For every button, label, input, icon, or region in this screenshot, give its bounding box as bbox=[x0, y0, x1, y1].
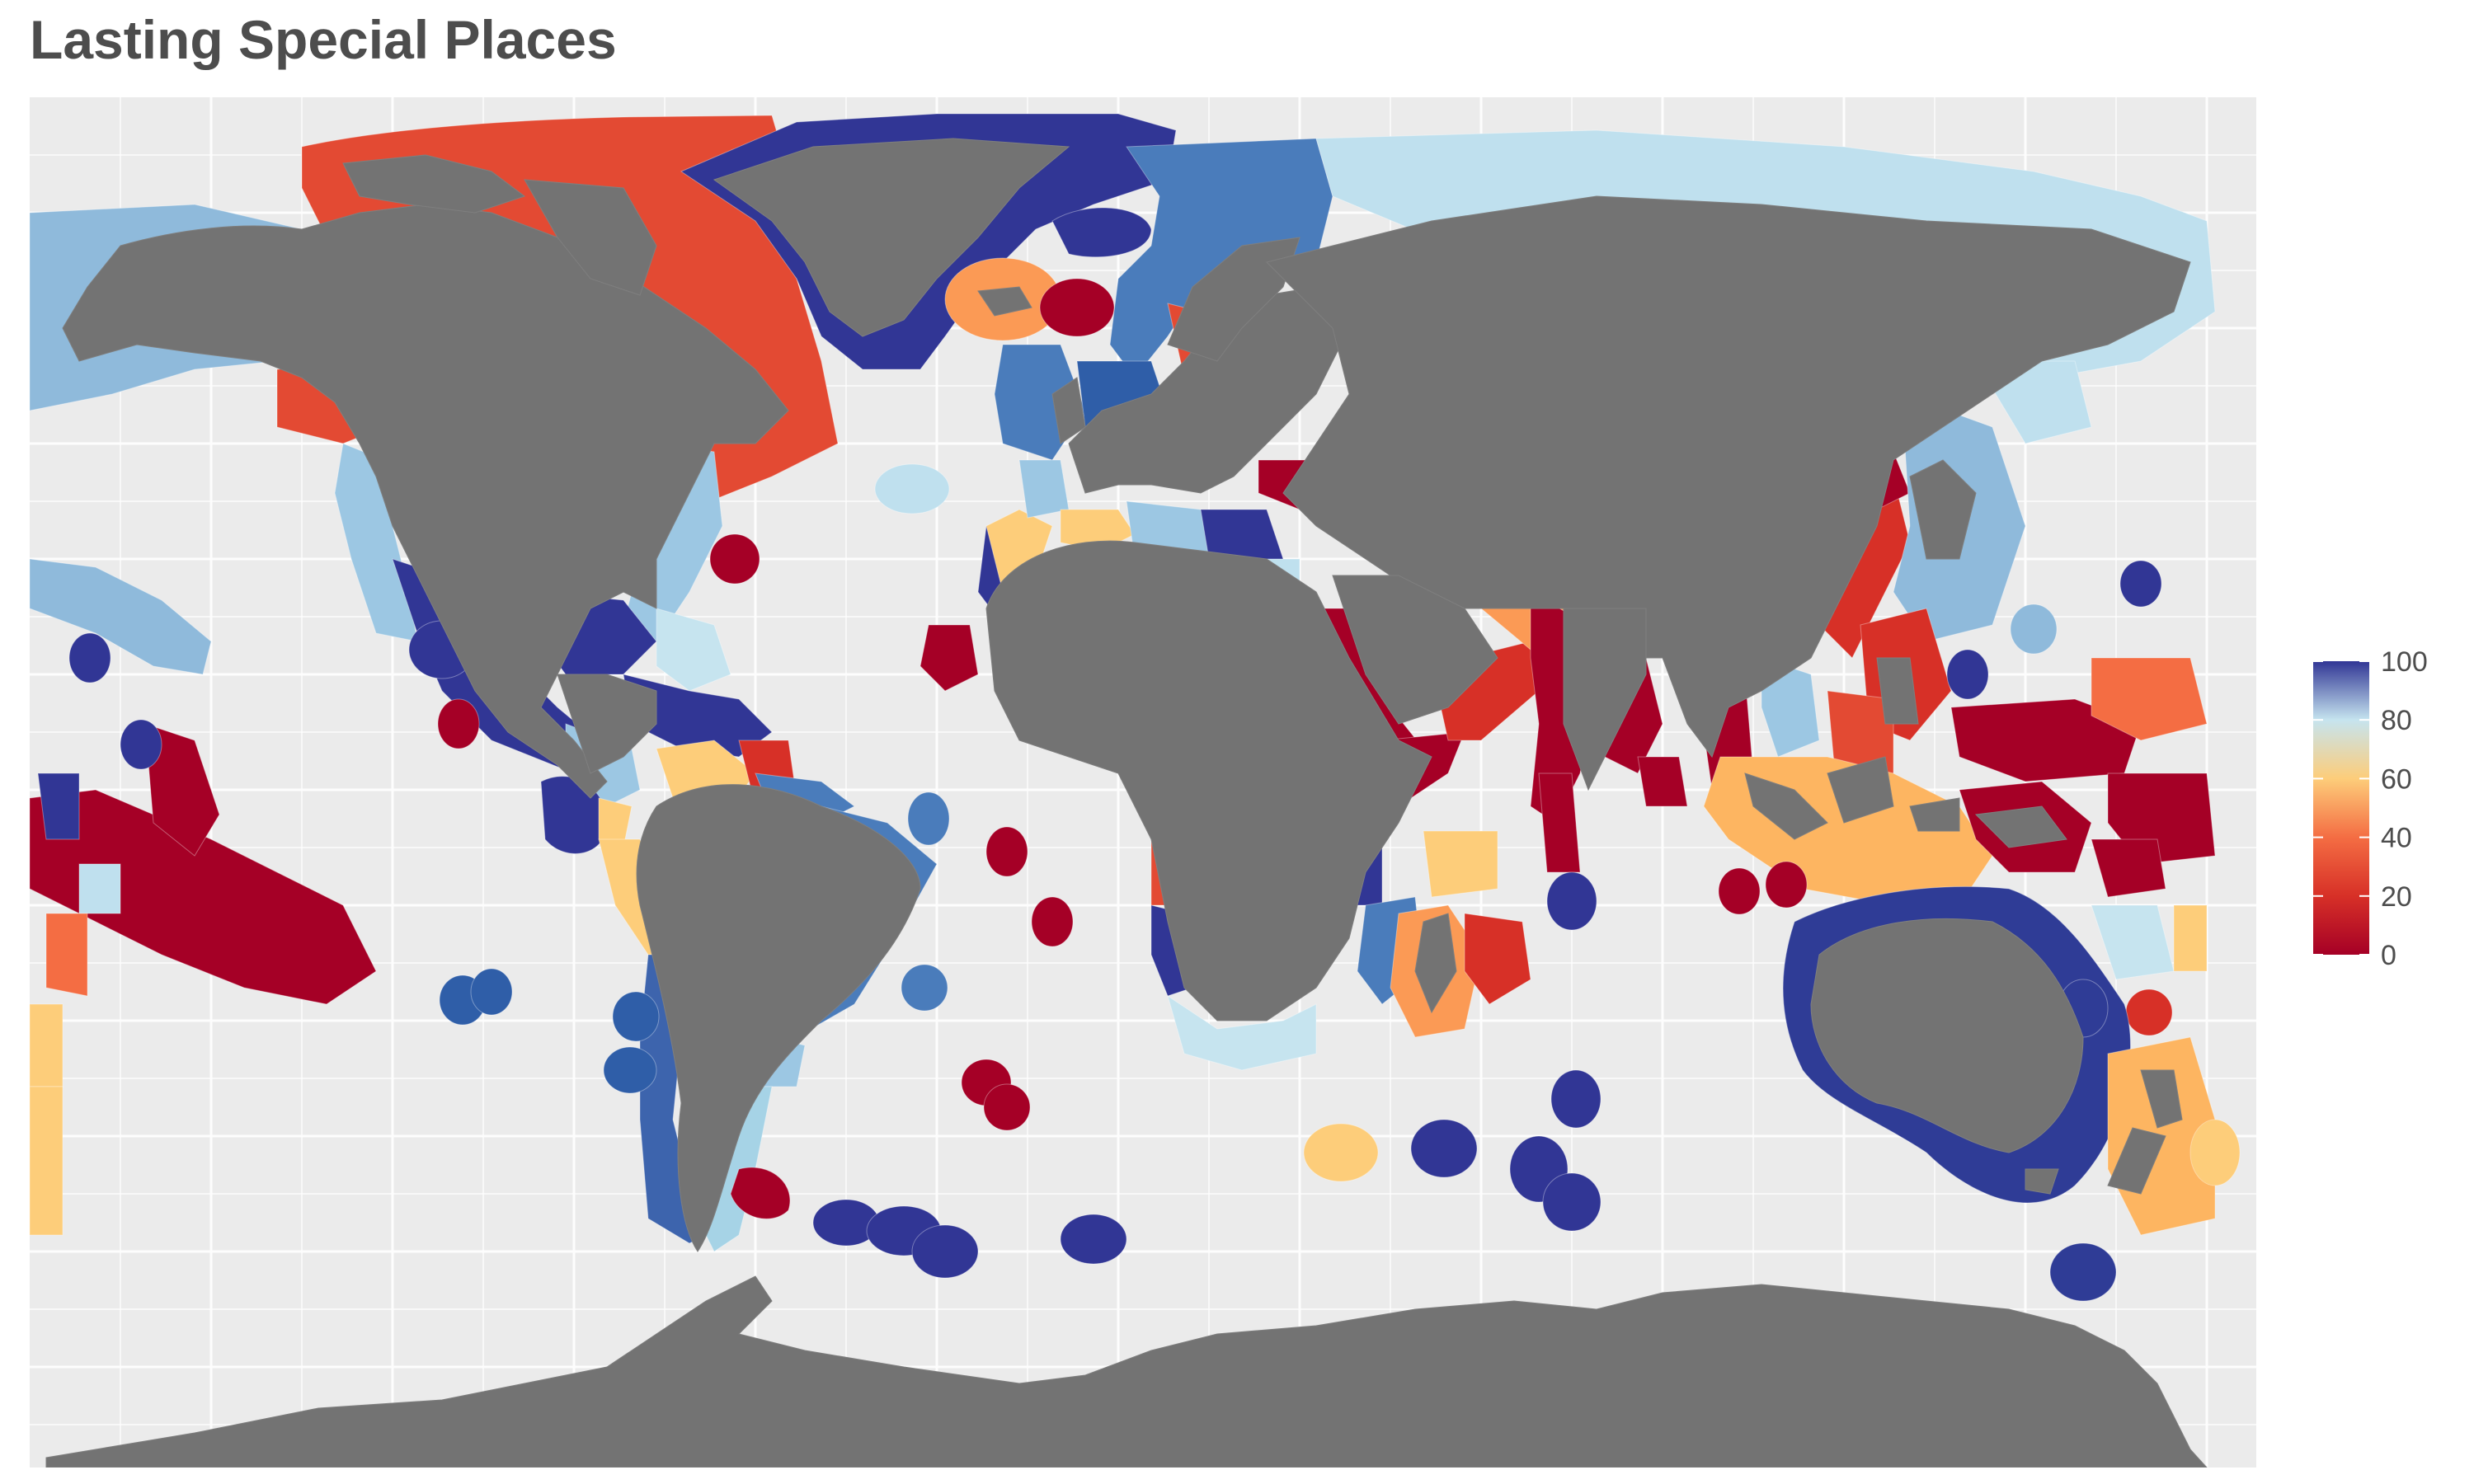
land-png bbox=[1974, 805, 2067, 848]
land bbox=[45, 138, 2208, 1468]
land-antarctica bbox=[45, 1275, 2208, 1468]
legend-tick-label: 60 bbox=[2381, 763, 2412, 795]
eez-tokelau bbox=[37, 773, 80, 840]
eez-heard bbox=[1542, 1172, 1602, 1232]
eez-kermadec bbox=[30, 1086, 63, 1236]
eez-bouvet bbox=[1060, 1214, 1127, 1265]
eez-easter-b bbox=[470, 968, 513, 1016]
eez-christmas bbox=[1718, 867, 1761, 915]
land-indonesia-c bbox=[1909, 797, 1960, 832]
land-south-america bbox=[636, 784, 921, 1252]
eez-solomon bbox=[2091, 838, 2166, 898]
eez-samoa bbox=[78, 863, 121, 914]
land-uk bbox=[1051, 377, 1086, 444]
land-indonesia-a bbox=[1744, 773, 1828, 840]
eez-cook bbox=[45, 913, 88, 997]
eez-trindade bbox=[901, 964, 948, 1012]
legend-colorbar bbox=[2313, 661, 2369, 955]
land-indonesia-b bbox=[1827, 756, 1894, 824]
eez-cocos bbox=[1765, 861, 1808, 909]
legend-tick-label: 100 bbox=[2381, 646, 2428, 678]
legend-ticks: 100 80 60 40 20 0 bbox=[2313, 646, 2428, 971]
eez-fernando bbox=[907, 791, 950, 846]
eez-marcus bbox=[2010, 603, 2058, 655]
legend-tick-label: 20 bbox=[2381, 881, 2412, 913]
land-arabia bbox=[1332, 575, 1498, 725]
legend-tick-label: 40 bbox=[2381, 823, 2412, 854]
land-baffin bbox=[524, 179, 657, 296]
eez-vanuatu bbox=[2091, 904, 2175, 980]
eez-chatham bbox=[2189, 1119, 2241, 1186]
land-canadian-arctic bbox=[342, 154, 526, 214]
land-africa bbox=[985, 540, 1432, 1021]
legend-tick-label: 80 bbox=[2381, 705, 2412, 736]
eez-south-georgia-c bbox=[911, 1224, 979, 1279]
eez-wake bbox=[2119, 560, 2162, 608]
eez-tonga bbox=[30, 1003, 63, 1087]
eez-hawaii bbox=[30, 558, 212, 675]
eez-st-helena bbox=[1031, 896, 1074, 947]
land-europe bbox=[1068, 286, 1350, 494]
eez-tristan-b bbox=[983, 1083, 1031, 1131]
land-new-zealand-south bbox=[2107, 1127, 2166, 1195]
eez-azores bbox=[874, 463, 950, 514]
land-madagascar bbox=[1414, 913, 1457, 1014]
land-new-zealand-north bbox=[2140, 1069, 2183, 1129]
eez-fiji bbox=[2173, 904, 2208, 972]
eez-bermuda bbox=[709, 533, 760, 585]
eez-kerguelen-a bbox=[1410, 1119, 1478, 1178]
eez-vietnam bbox=[1761, 657, 1820, 758]
land-japan bbox=[1909, 459, 1977, 560]
eez-mascarene bbox=[1464, 913, 1531, 1005]
eez-macquarie bbox=[2049, 1242, 2117, 1302]
eez-palmyra bbox=[120, 719, 162, 770]
eez-juan-fernandez-a bbox=[612, 991, 660, 1042]
eez-svalbard bbox=[1051, 207, 1152, 258]
eez-cape-verde bbox=[920, 624, 979, 692]
eez-marshall bbox=[2091, 657, 2208, 741]
map-title: Lasting Special Places bbox=[30, 9, 617, 70]
legend-tick-label: 0 bbox=[2381, 940, 2396, 971]
land-philippines bbox=[1876, 657, 1919, 725]
eez-amsterdam bbox=[1550, 1069, 1602, 1129]
eez-johnston bbox=[68, 632, 111, 683]
eez-new-caledonia bbox=[2125, 989, 2173, 1036]
land-tasmania bbox=[2025, 1168, 2059, 1195]
eez-sri-lanka bbox=[1637, 756, 1688, 807]
eez-guam bbox=[1946, 649, 1989, 700]
land-australia bbox=[1810, 918, 2084, 1153]
land-north-america bbox=[62, 204, 789, 799]
eez-juan-fernandez-b bbox=[603, 1046, 657, 1094]
eez-ascension bbox=[985, 826, 1028, 877]
eez-kiribati-line bbox=[144, 723, 220, 857]
land-india bbox=[1563, 608, 1647, 791]
map-panel bbox=[30, 97, 2256, 1468]
eez-falklands bbox=[730, 1167, 791, 1219]
eez-bahamas bbox=[656, 608, 731, 692]
land-greenland bbox=[713, 138, 1070, 337]
world-map bbox=[30, 97, 2256, 1468]
land-central-america bbox=[557, 674, 657, 774]
color-legend: 100 80 60 40 20 0 bbox=[2313, 646, 2428, 971]
eez-chagos bbox=[1546, 871, 1597, 931]
eez-maldives bbox=[1538, 773, 1581, 873]
eez-crozet bbox=[1303, 1123, 1379, 1182]
land-asia bbox=[1266, 195, 2191, 758]
eez-faroe bbox=[1039, 278, 1115, 337]
eez-seychelles bbox=[1423, 830, 1498, 898]
eez-clipperton bbox=[437, 698, 480, 749]
land-iceland bbox=[977, 286, 1032, 317]
eez-south-africa bbox=[1167, 994, 1317, 1071]
